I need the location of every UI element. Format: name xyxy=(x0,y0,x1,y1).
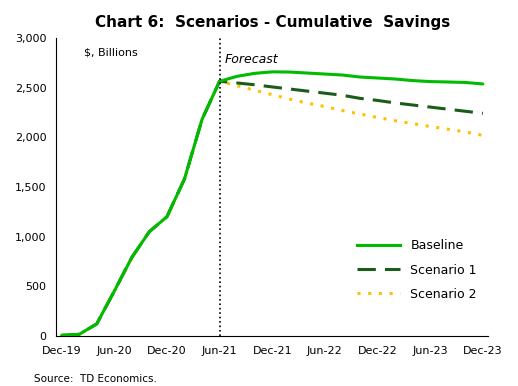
Title: Chart 6:  Scenarios - Cumulative  Savings: Chart 6: Scenarios - Cumulative Savings xyxy=(95,15,450,30)
Text: Forecast: Forecast xyxy=(225,53,279,66)
Text: $, Billions: $, Billions xyxy=(84,47,138,57)
Text: Source:  TD Economics.: Source: TD Economics. xyxy=(34,374,156,384)
Legend: Baseline, Scenario 1, Scenario 2: Baseline, Scenario 1, Scenario 2 xyxy=(352,234,482,306)
